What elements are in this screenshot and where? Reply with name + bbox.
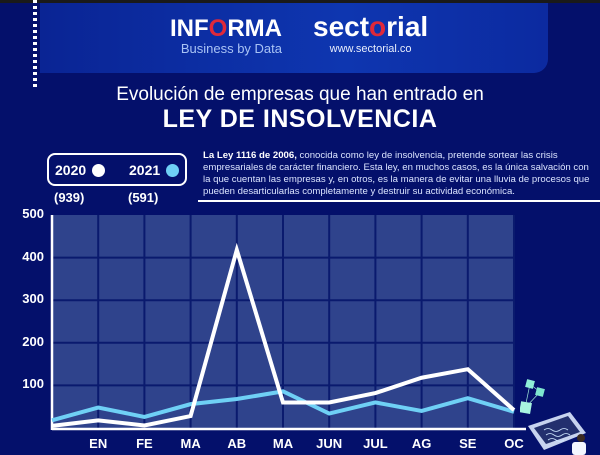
series-line-2021 — [51, 389, 515, 423]
x-axis-tick-label: JUL — [363, 436, 388, 451]
legend-count-2021: (591) — [128, 190, 159, 205]
circle-icon — [92, 163, 106, 177]
y-axis-tick-label: 400 — [22, 248, 44, 264]
y-axis-tick-label: 200 — [22, 333, 44, 349]
x-axis-tick-label: FE — [136, 436, 153, 451]
series-line-2020 — [51, 242, 516, 428]
y-axis-tick-label: 500 — [22, 206, 44, 221]
chart-lines — [51, 242, 516, 428]
sectorial-logo: sectorial www.sectorial.co — [313, 11, 429, 56]
chart-axes — [50, 215, 526, 431]
legend-item-2021: 2021 — [129, 162, 180, 178]
x-axis-tick-label: SE — [459, 436, 477, 451]
header-band — [40, 3, 548, 73]
page-title: LEY DE INSOLVENCIA — [162, 105, 438, 133]
top-bar — [0, 0, 600, 3]
circle-icon — [166, 163, 180, 177]
legend-count-2020: (939) — [54, 190, 85, 205]
chart-grid — [52, 215, 515, 428]
analyst-illustration-icon — [520, 379, 586, 455]
y-axis-tick-label: 100 — [22, 376, 44, 392]
y-axis-tick-label: 300 — [22, 291, 44, 307]
x-axis-tick-label: EN — [89, 436, 108, 451]
x-axis-tick-label: AG — [411, 436, 432, 451]
title-subheading: Evolución de empresas que han entrado en — [116, 84, 484, 105]
chart-legend: 2020 2021 — [47, 153, 187, 186]
x-axis-tick-label: JUN — [316, 436, 343, 451]
informa-tagline: Business by Data — [180, 41, 282, 56]
description-divider — [198, 200, 600, 202]
dotted-border-vertical — [33, 0, 37, 90]
description-text: La Ley 1116 de 2006, conocida como ley d… — [203, 150, 590, 197]
x-axis-tick-label: OC — [504, 436, 524, 451]
x-axis-tick-label: AB — [227, 436, 247, 451]
x-axis-tick-label: MA — [180, 436, 201, 451]
sectorial-url: www.sectorial.co — [329, 43, 412, 55]
legend-item-2020: 2020 — [55, 162, 106, 178]
x-axis-tick-label: MA — [272, 436, 294, 451]
informa-logo: INFORMA Business by Data — [170, 15, 282, 56]
